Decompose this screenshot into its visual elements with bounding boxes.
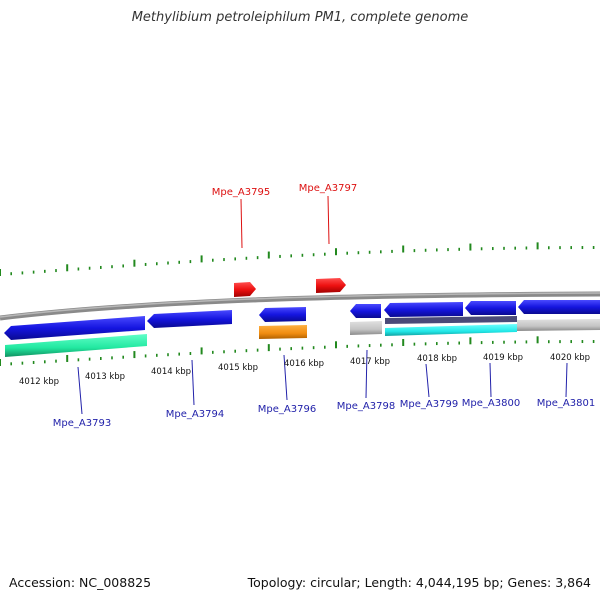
kbp-label-4016: 4016 kbp <box>284 359 324 369</box>
accession-text: Accession: NC_008825 <box>9 575 152 590</box>
gene-arrow-Mpe_A3800[interactable] <box>465 301 516 315</box>
gene-arrow-Mpe_A3798[interactable] <box>350 304 381 318</box>
kbp-label-4012: 4012 kbp <box>19 377 59 387</box>
kbp-label-4013: 4013 kbp <box>85 372 125 382</box>
genome-stats-text: Topology: circular; Length: 4,044,195 bp… <box>247 575 591 590</box>
rna-feature-green <box>5 334 147 357</box>
upper-tick-row <box>0 242 595 276</box>
kbp-label-4015: 4015 kbp <box>218 363 258 373</box>
gene-label-Mpe_A3795[interactable]: Mpe_A3795 <box>212 187 270 198</box>
page-title: Methylibium petroleiphilum PM1, complete… <box>131 10 469 25</box>
kbp-label-4018: 4018 kbp <box>417 354 457 364</box>
rna-feature-grey <box>517 319 600 331</box>
gene-track <box>4 278 600 340</box>
kbp-label-4014: 4014 kbp <box>151 367 191 377</box>
genome-backbone <box>0 291 600 321</box>
kbp-label-4019: 4019 kbp <box>483 353 523 363</box>
gene-label-Mpe_A3794[interactable]: Mpe_A3794 <box>166 409 224 420</box>
rna-feature-grey-small <box>350 321 382 335</box>
gene-labels: Mpe_A3793 Mpe_A3794 Mpe_A3795 Mpe_A3796 … <box>53 183 595 429</box>
gene-arrow-Mpe_A3795[interactable] <box>234 282 256 297</box>
gene-arrow-Mpe_A3801[interactable] <box>518 300 600 314</box>
gene-label-Mpe_A3796[interactable]: Mpe_A3796 <box>258 404 316 415</box>
gene-arrow-Mpe_A3797[interactable] <box>316 278 346 293</box>
gene-arrow-Mpe_A3799[interactable] <box>384 302 463 317</box>
rna-track <box>5 319 600 357</box>
gene-label-Mpe_A3793[interactable]: Mpe_A3793 <box>53 418 111 429</box>
lower-tick-row <box>0 336 595 366</box>
gene-arrow-Mpe_A3793[interactable] <box>4 316 145 340</box>
gene-label-Mpe_A3801[interactable]: Mpe_A3801 <box>537 398 595 409</box>
gene-arrow-Mpe_A3794[interactable] <box>147 310 232 328</box>
kbp-label-4020: 4020 kbp <box>550 353 590 363</box>
gene-label-Mpe_A3797[interactable]: Mpe_A3797 <box>299 183 357 194</box>
kbp-axis-labels: 4012 kbp 4013 kbp 4014 kbp 4015 kbp 4016… <box>19 353 590 387</box>
rna-feature-cyan <box>385 324 517 336</box>
gene-arrow-Mpe_A3796[interactable] <box>259 307 306 322</box>
rna-feature-orange <box>259 325 307 339</box>
gene-label-Mpe_A3799[interactable]: Mpe_A3799 <box>400 399 458 410</box>
gene-label-Mpe_A3800[interactable]: Mpe_A3800 <box>462 398 520 409</box>
kbp-label-4017: 4017 kbp <box>350 357 390 367</box>
gene-label-Mpe_A3798[interactable]: Mpe_A3798 <box>337 401 395 412</box>
